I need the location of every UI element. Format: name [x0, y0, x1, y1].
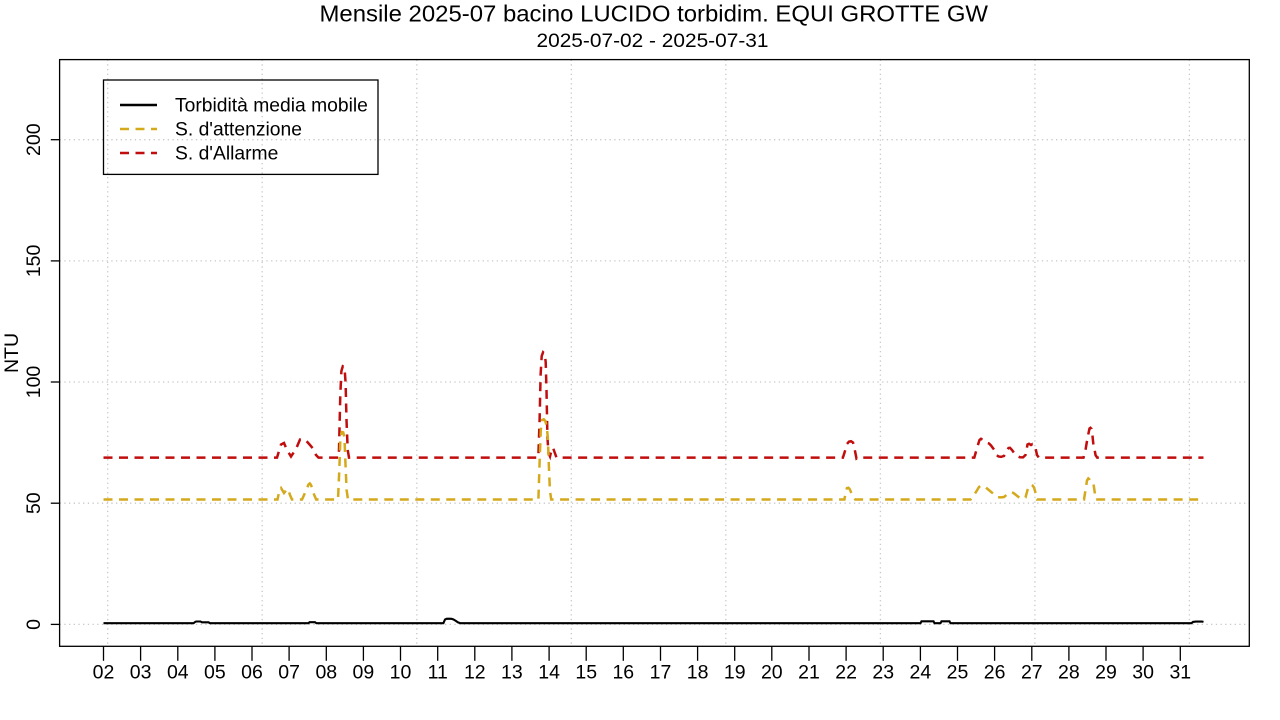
svg-text:30: 30	[1132, 662, 1154, 684]
svg-text:14: 14	[538, 662, 560, 684]
svg-text:23: 23	[872, 662, 894, 684]
svg-text:16: 16	[612, 662, 634, 684]
svg-text:03: 03	[130, 662, 152, 684]
svg-text:06: 06	[241, 662, 263, 684]
svg-text:10: 10	[390, 662, 412, 684]
svg-text:50: 50	[23, 492, 45, 514]
svg-text:13: 13	[501, 662, 523, 684]
svg-text:S. d'Allarme: S. d'Allarme	[175, 144, 278, 165]
svg-text:18: 18	[687, 662, 709, 684]
svg-text:27: 27	[1021, 662, 1043, 684]
svg-text:08: 08	[315, 662, 337, 684]
svg-text:11: 11	[428, 662, 448, 684]
svg-text:100: 100	[23, 366, 45, 399]
svg-text:NTU: NTU	[1, 333, 23, 373]
svg-text:24: 24	[910, 662, 932, 684]
svg-text:26: 26	[984, 662, 1006, 684]
svg-text:2025-07-02 - 2025-07-31: 2025-07-02 - 2025-07-31	[537, 30, 769, 52]
svg-text:05: 05	[204, 662, 226, 684]
svg-text:07: 07	[278, 662, 300, 684]
svg-text:28: 28	[1058, 662, 1080, 684]
svg-text:12: 12	[464, 662, 486, 684]
svg-text:Torbidità media mobile: Torbidità media mobile	[175, 96, 368, 117]
svg-text:29: 29	[1095, 662, 1117, 684]
svg-text:17: 17	[650, 662, 672, 684]
svg-text:31: 31	[1169, 662, 1191, 684]
svg-text:21: 21	[798, 662, 820, 684]
svg-text:15: 15	[575, 662, 597, 684]
svg-text:04: 04	[167, 662, 189, 684]
svg-text:19: 19	[724, 662, 746, 684]
svg-text:S. d'attenzione: S. d'attenzione	[175, 120, 302, 141]
svg-text:22: 22	[835, 662, 857, 684]
svg-text:02: 02	[93, 662, 115, 684]
svg-text:20: 20	[761, 662, 783, 684]
svg-text:09: 09	[353, 662, 375, 684]
svg-text:25: 25	[947, 662, 969, 684]
svg-text:200: 200	[23, 123, 45, 156]
svg-text:150: 150	[23, 244, 45, 277]
svg-text:Mensile 2025-07 bacino LUCIDO: Mensile 2025-07 bacino LUCIDO torbidim. …	[320, 0, 989, 26]
svg-text:0: 0	[23, 619, 45, 630]
